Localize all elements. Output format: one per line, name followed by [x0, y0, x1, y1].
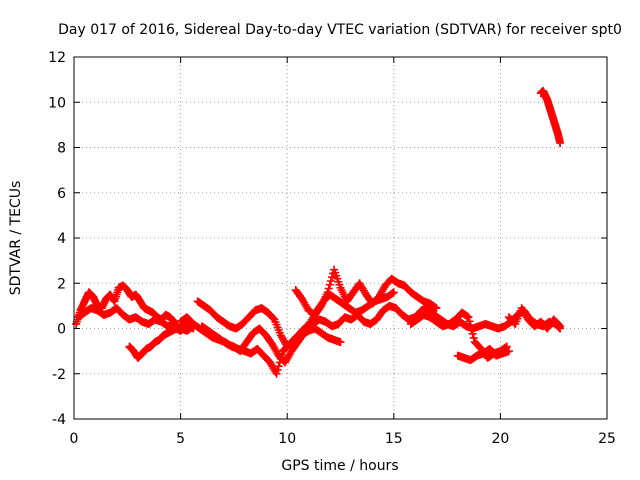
- data-point: [432, 304, 441, 313]
- data-point: [465, 317, 474, 326]
- y-tick-label: 12: [48, 50, 66, 66]
- x-tick-label: 0: [70, 431, 79, 447]
- data-point: [468, 329, 477, 338]
- data-point: [272, 369, 281, 378]
- y-tick-label: 2: [57, 276, 66, 292]
- data-point: [504, 347, 513, 356]
- x-tick-label: 20: [491, 431, 509, 447]
- data-point: [326, 276, 335, 285]
- data-point: [325, 280, 334, 289]
- series-track-11: [504, 304, 565, 333]
- y-tick-label: -4: [52, 412, 66, 428]
- y-axis-label: SDTVAR / TECUs: [8, 181, 24, 296]
- chart-title: Day 017 of 2016, Sidereal Day-to-day VTE…: [58, 22, 622, 38]
- data-point: [324, 284, 333, 293]
- data-series: [72, 86, 565, 378]
- data-point: [467, 325, 476, 334]
- data-point: [556, 138, 565, 147]
- data-point: [469, 333, 478, 342]
- x-tick-label: 10: [278, 431, 296, 447]
- data-point: [327, 273, 336, 282]
- data-point: [336, 338, 345, 347]
- y-tick-label: 4: [57, 231, 66, 247]
- series-track-12: [536, 86, 565, 147]
- data-point: [556, 322, 565, 331]
- series-track-10: [453, 344, 513, 365]
- y-tick-label: 10: [48, 95, 66, 111]
- x-tick-label: 15: [385, 431, 403, 447]
- grid-lines: [74, 57, 607, 419]
- series-track-7: [291, 265, 441, 319]
- x-axis-label: GPS time / hours: [281, 458, 398, 474]
- data-point: [273, 365, 282, 374]
- data-point: [466, 321, 475, 330]
- axis-ticks: 0 5 10 15 20 25 -4 -2 0 2 4 6 8 10 12: [48, 50, 616, 447]
- x-tick-label: 25: [598, 431, 616, 447]
- y-tick-label: 8: [57, 141, 66, 157]
- data-point: [323, 288, 332, 297]
- y-tick-label: 6: [57, 186, 66, 202]
- x-tick-label: 5: [176, 431, 185, 447]
- data-point: [464, 313, 473, 322]
- data-point: [389, 288, 398, 297]
- plot-frame: [73, 56, 608, 420]
- series-track-3: [125, 319, 198, 362]
- y-tick-label: 0: [57, 322, 66, 338]
- y-tick-label: -2: [52, 367, 66, 383]
- data-point: [555, 321, 564, 330]
- data-point: [274, 362, 283, 371]
